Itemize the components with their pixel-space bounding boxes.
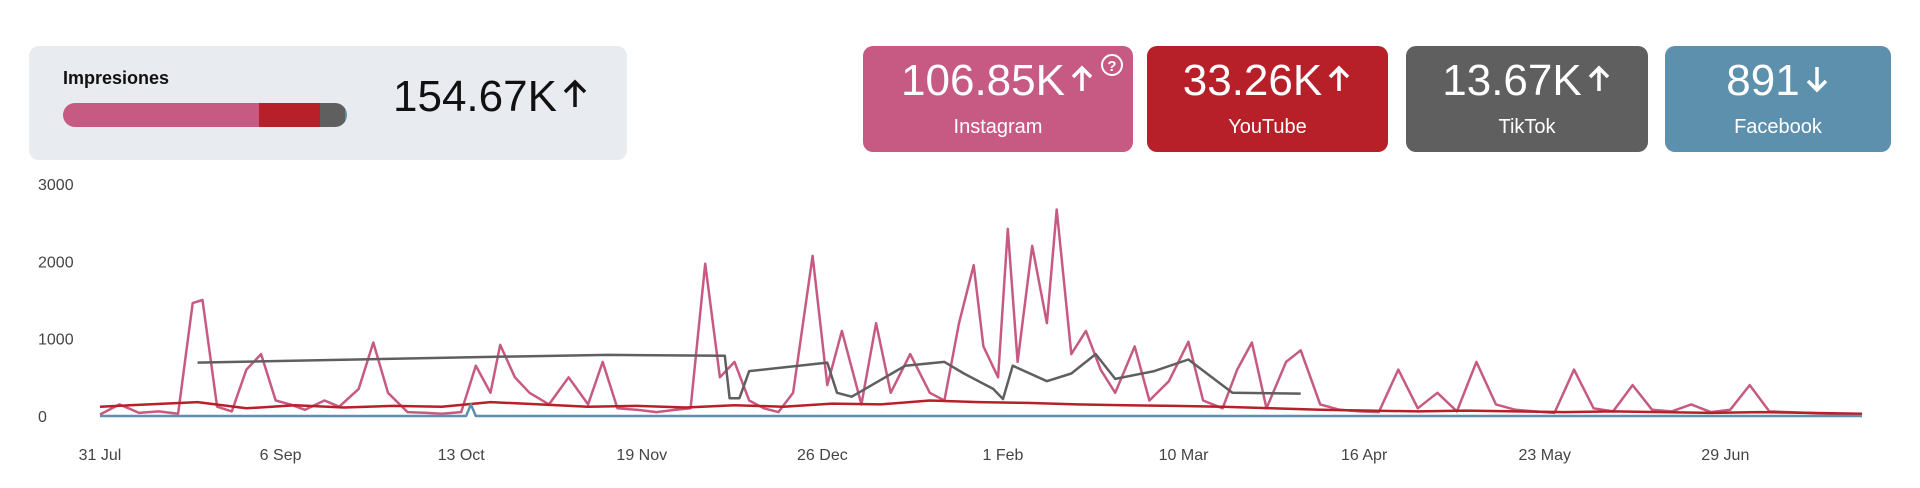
arrow-up-icon — [1069, 56, 1095, 106]
impressions-total-value: 154.67K — [393, 72, 557, 121]
impressions-total: 154.67K — [393, 72, 589, 122]
x-tick-label: 29 Jun — [1701, 447, 1749, 464]
arrow-down-icon — [1804, 56, 1830, 106]
y-tick-label: 3000 — [38, 177, 74, 194]
kpi-card-instagram: 106.85K Instagram? — [863, 46, 1133, 152]
arrow-up-icon — [1326, 56, 1352, 106]
kpi-value-tiktok: 13.67K — [1406, 56, 1648, 106]
kpi-label-facebook: Facebook — [1734, 116, 1822, 138]
kpi-label-youtube: YouTube — [1228, 116, 1307, 138]
x-tick-label: 23 May — [1519, 447, 1571, 464]
kpi-card-facebook: 891 Facebook — [1665, 46, 1891, 152]
kpi-value-text: 106.85K — [901, 56, 1065, 105]
y-tick-label: 1000 — [38, 332, 74, 349]
kpi-value-instagram: 106.85K — [863, 56, 1133, 106]
share-segment-youtube — [259, 103, 321, 127]
arrow-up-icon — [561, 72, 589, 122]
x-tick-label: 26 Dec — [797, 447, 848, 464]
series-line-youtube — [99, 399, 1863, 415]
kpi-value-youtube: 33.26K — [1147, 56, 1388, 106]
help-icon[interactable]: ? — [1101, 54, 1123, 76]
x-tick-label: 16 Apr — [1341, 447, 1388, 464]
kpi-label-instagram: Instagram — [953, 116, 1043, 138]
impressions-title: Impresiones — [63, 68, 170, 88]
series-line-instagram — [99, 208, 1863, 416]
kpi-value-text: 13.67K — [1442, 56, 1582, 105]
arrow-up-icon — [1586, 56, 1612, 106]
share-segment-instagram — [63, 103, 260, 127]
x-tick-label: 10 Mar — [1159, 447, 1209, 464]
share-segment-tiktok — [320, 103, 346, 127]
share-segment-facebook — [345, 103, 347, 127]
x-tick-label: 6 Sep — [260, 447, 302, 464]
series-line-facebook — [100, 403, 1862, 418]
kpi-card-tiktok: 13.67K TikTok — [1406, 46, 1648, 152]
series-line-tiktok — [197, 352, 1301, 401]
x-tick-label: 1 Feb — [983, 447, 1024, 464]
y-tick-label: 0 — [38, 409, 47, 426]
kpi-value-text: 891 — [1726, 56, 1800, 105]
kpi-label-tiktok: TikTok — [1498, 116, 1556, 138]
kpi-card-youtube: 33.26K YouTube — [1147, 46, 1388, 152]
impressions-card: Impresiones 154.67K — [29, 46, 627, 160]
kpi-value-facebook: 891 — [1665, 56, 1891, 106]
x-tick-label: 19 Nov — [616, 447, 667, 464]
x-tick-label: 13 Oct — [438, 447, 486, 464]
y-tick-label: 2000 — [38, 254, 74, 271]
platform-share-bar — [63, 103, 347, 127]
kpi-value-text: 33.26K — [1182, 56, 1323, 105]
x-tick-label: 31 Jul — [79, 447, 122, 464]
